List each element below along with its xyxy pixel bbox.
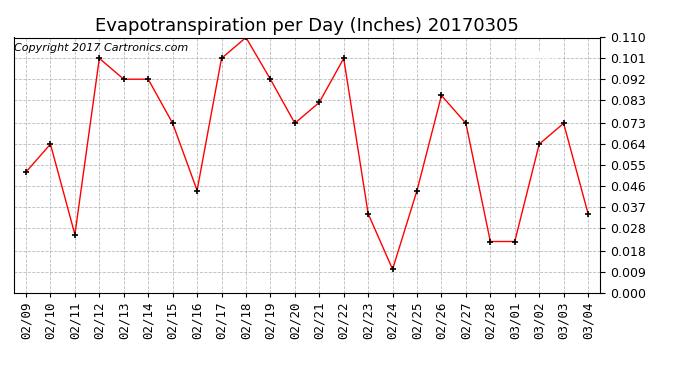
Text: Copyright 2017 Cartronics.com: Copyright 2017 Cartronics.com <box>14 43 188 52</box>
Title: Evapotranspiration per Day (Inches) 20170305: Evapotranspiration per Day (Inches) 2017… <box>95 16 519 34</box>
